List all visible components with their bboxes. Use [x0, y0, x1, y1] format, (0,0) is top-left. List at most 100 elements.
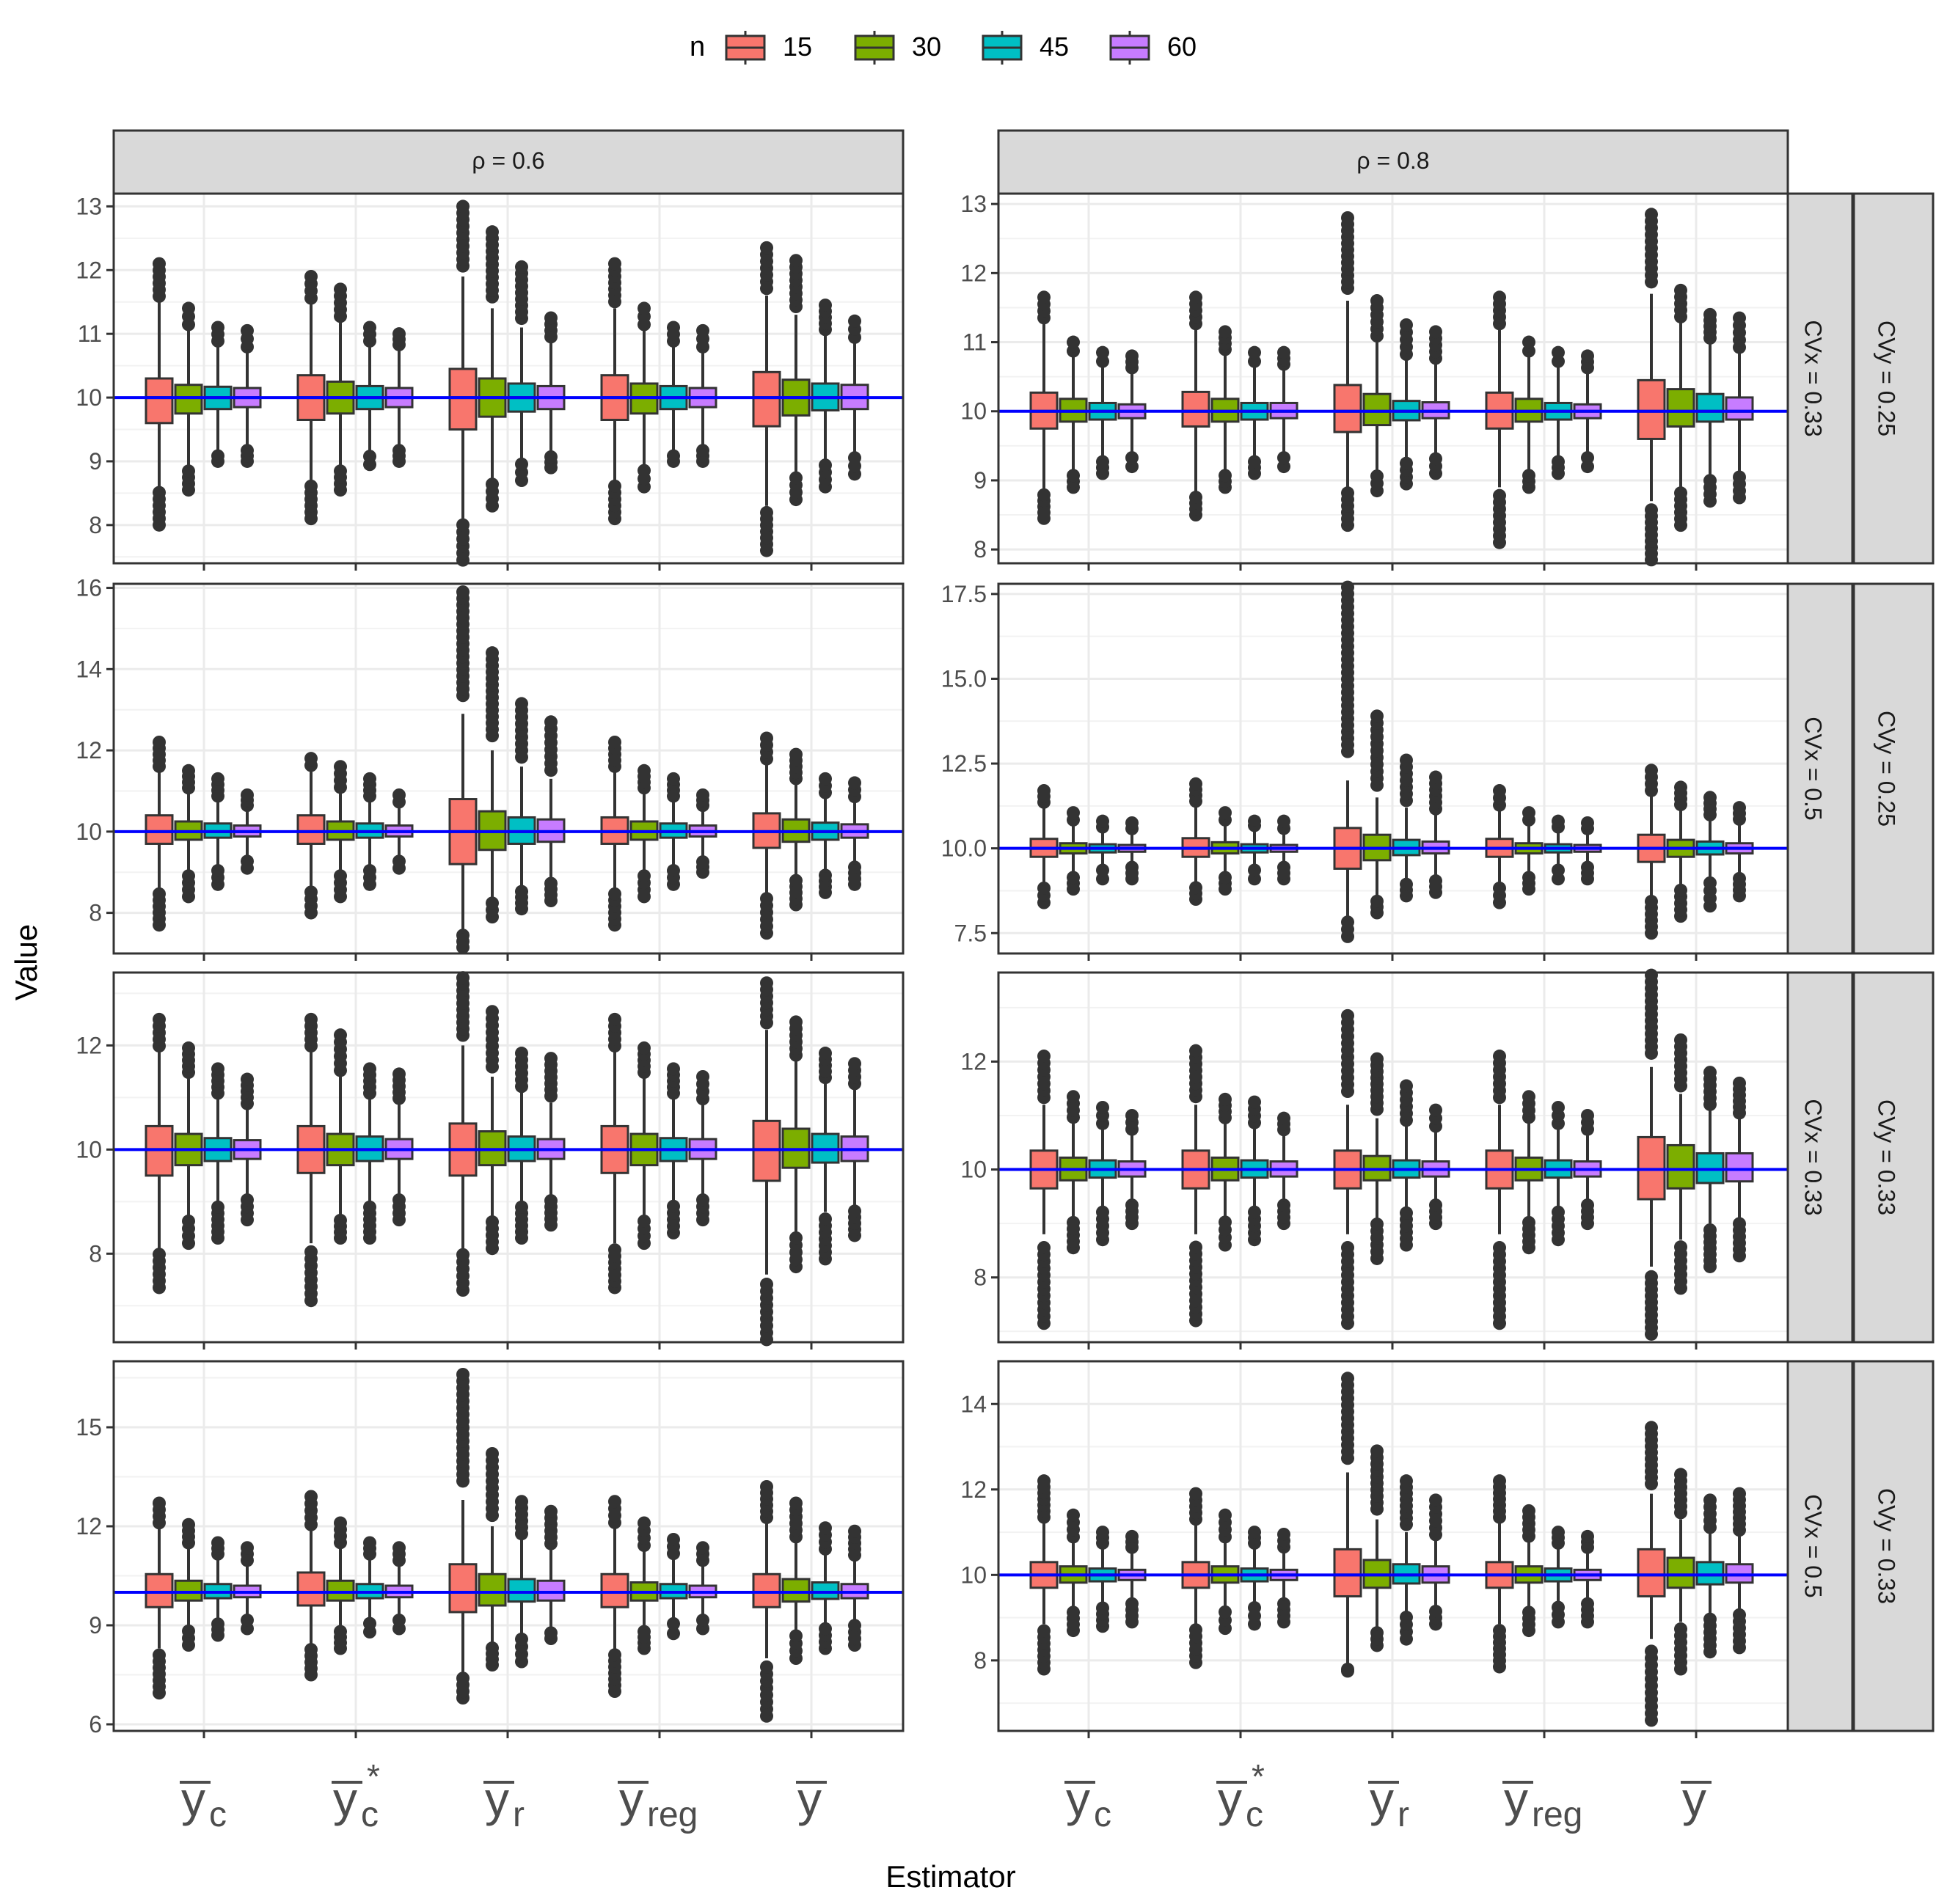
outlier-point [1703, 1066, 1717, 1080]
panel-r1-c2-box-est4-n15 [1485, 290, 1514, 549]
estimator-base: y [1682, 1772, 1706, 1826]
outlier-point [515, 260, 528, 274]
outlier-point [1370, 1626, 1384, 1640]
outlier-point [153, 1248, 166, 1262]
panel-r2-c2-box-est1-n30 [1059, 806, 1088, 896]
outlier-point [334, 1625, 347, 1638]
outlier-point [486, 1641, 499, 1655]
outlier-point [211, 1200, 224, 1214]
outlier-point [1248, 863, 1261, 877]
outlier-point [241, 788, 254, 802]
y-axis-title: Value [9, 924, 43, 1000]
outlier-point [392, 1614, 406, 1627]
outlier-point [486, 1447, 499, 1460]
outlier-point [1429, 1198, 1442, 1212]
strip-rho-0-8-box [997, 129, 1789, 195]
box-body [145, 377, 174, 425]
legend-keys: 15 30 45 60 [725, 31, 1197, 65]
panel-r2-c1-box-est4-n30 [629, 764, 659, 904]
box-body [752, 370, 781, 428]
box-body [296, 1571, 326, 1607]
outlier-point [608, 1012, 621, 1026]
outlier-point [544, 876, 558, 890]
outlier-point [241, 1193, 254, 1207]
outlier-point [1429, 770, 1442, 784]
panel-r2-c2-y-tick-label: 17.5 [941, 581, 987, 607]
outlier-point [1096, 863, 1109, 877]
outlier-point [1219, 1508, 1232, 1522]
outlier-point [1429, 1103, 1442, 1117]
panel-r2-c1-y-tick-label: 16 [76, 575, 102, 601]
panel-r3-c2: 8 10 12 [960, 968, 1789, 1350]
outlier-point [667, 1533, 680, 1546]
outlier-point [182, 869, 195, 883]
outlier-point [304, 1490, 318, 1504]
outlier-point [153, 486, 166, 499]
panel-r3-c1-box-est2-n30 [326, 1028, 355, 1245]
outlier-point [1400, 1206, 1413, 1220]
panel-r1-c1-y-tick-label: 8 [89, 512, 102, 538]
outlier-point [1125, 349, 1139, 363]
outlier-point [1219, 469, 1232, 483]
outlier-point [1341, 486, 1354, 500]
outlier-point [1674, 486, 1687, 500]
outlier-point [1429, 325, 1442, 339]
outlier-point [1370, 294, 1384, 308]
outlier-point [696, 1069, 709, 1083]
box-body [811, 1581, 840, 1600]
outlier-point [848, 1524, 861, 1538]
outlier-point [1674, 883, 1687, 897]
outlier-point [1037, 1474, 1051, 1488]
outlier-point [1522, 1504, 1535, 1517]
panel-r2-c1-box-est3-n45 [507, 697, 536, 916]
outlier-point [1125, 1198, 1139, 1212]
outlier-point [1703, 474, 1717, 488]
panel-r4-c2-box-est3-n60 [1421, 1493, 1450, 1631]
outlier-point [1277, 1597, 1290, 1611]
outlier-point [1645, 968, 1658, 982]
outlier-point [608, 257, 621, 271]
outlier-point [1219, 1092, 1232, 1106]
outlier-point [334, 1213, 347, 1227]
outlier-point [1277, 1198, 1290, 1212]
outlier-point [182, 1517, 195, 1531]
panel-r2-c1-box-est2-n30 [326, 760, 355, 904]
estimator-subscript: r [513, 1795, 525, 1834]
box-body [448, 1563, 478, 1614]
outlier-point [760, 731, 773, 745]
panel-r1-c2-y-tick-label: 8 [974, 536, 987, 563]
outlier-point [696, 444, 709, 458]
panel-r1-c1-box-est5-n15 [752, 241, 781, 557]
outlier-point [1733, 311, 1746, 325]
outlier-point [392, 788, 406, 802]
panel-r3-c1-border [112, 971, 905, 1344]
outlier-point [1125, 1597, 1139, 1611]
box-body [1695, 392, 1725, 423]
panel-r1-c2-y-tick-label: 10 [960, 398, 987, 425]
outlier-point [696, 788, 709, 802]
outlier-point [1341, 1662, 1354, 1676]
panel-r3-c2-box-est4-n60 [1573, 1108, 1602, 1231]
panel-r2-c1-box-est1-n45 [203, 772, 233, 891]
outlier-point [1189, 491, 1202, 505]
outlier-point [486, 477, 499, 491]
outlier-point [760, 241, 773, 255]
box-body [1637, 378, 1666, 440]
panel-r2-c2-box-est3-n45 [1392, 753, 1421, 903]
outlier-point [153, 1496, 166, 1510]
panel-r2-c2-y-tick-label: 12.5 [941, 750, 987, 777]
outlier-point [1341, 1372, 1354, 1385]
outlier-point [1037, 1050, 1051, 1063]
box-body [1333, 384, 1362, 433]
panel-r3-c2-box-est3-n45 [1392, 1079, 1421, 1252]
outlier-point [1645, 895, 1658, 909]
panel-r2-c2: 7.5 10.0 12.5 15.0 17.5 [941, 580, 1789, 961]
outlier-point [211, 1062, 224, 1076]
outlier-point [1125, 1108, 1139, 1122]
outlier-point [1189, 290, 1202, 304]
outlier-point [638, 301, 651, 315]
strip-row3-cvy-box [1852, 971, 1935, 1344]
outlier-point [1400, 318, 1413, 332]
outlier-point [515, 457, 528, 471]
